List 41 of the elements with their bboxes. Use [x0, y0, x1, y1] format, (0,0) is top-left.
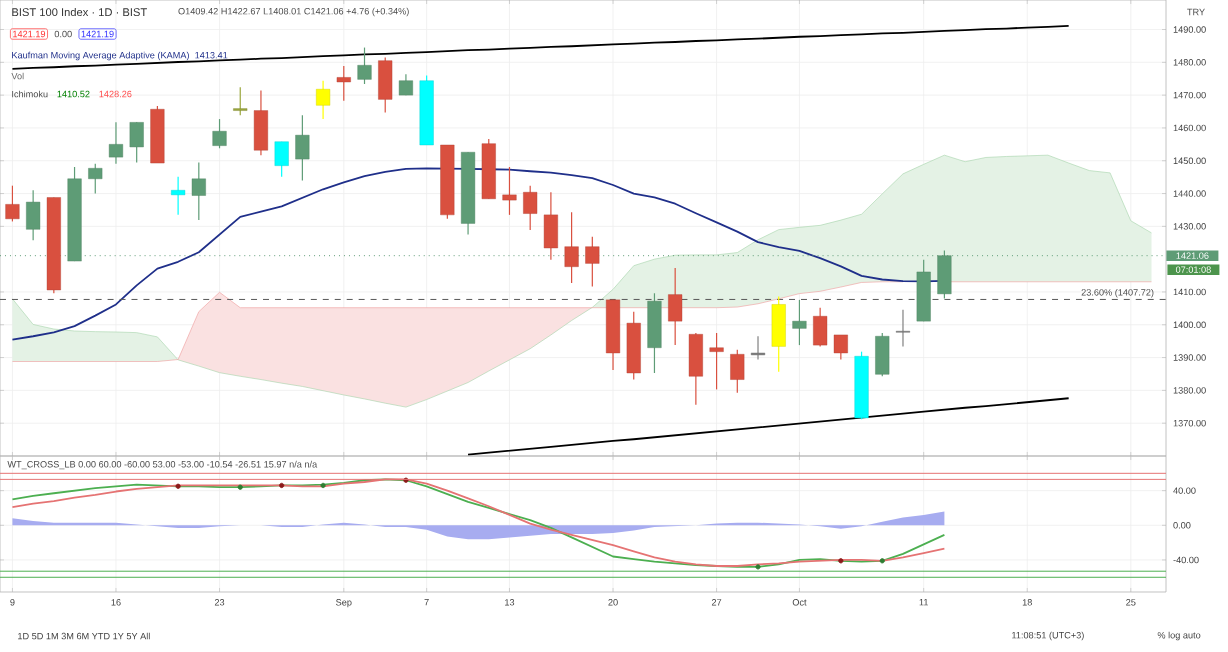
candlestick	[668, 267, 683, 346]
candlestick	[233, 86, 248, 116]
point	[838, 558, 844, 564]
candlestick	[26, 189, 41, 241]
point	[320, 482, 326, 489]
candlestick	[378, 56, 393, 114]
candlestick	[502, 166, 517, 216]
point	[279, 482, 285, 489]
candlestick	[129, 121, 144, 163]
candlestick	[647, 292, 662, 374]
candlestick	[875, 332, 890, 377]
candlestick	[750, 335, 766, 361]
point	[175, 483, 181, 489]
candlestick	[212, 118, 227, 149]
candlestick	[523, 185, 538, 231]
candlestick	[543, 191, 558, 261]
candlestick	[813, 307, 828, 348]
candlestick	[295, 114, 310, 182]
point	[755, 564, 761, 570]
candlestick	[564, 211, 579, 284]
point	[879, 558, 885, 564]
candlestick	[88, 163, 103, 195]
candlestick	[585, 236, 600, 287]
candlestick	[398, 73, 413, 96]
candlestick	[688, 332, 703, 406]
candlestick	[274, 141, 289, 178]
candlestick	[357, 46, 372, 85]
candlestick	[253, 89, 268, 156]
candlestick	[895, 309, 911, 348]
candlestick	[709, 332, 724, 390]
candlestick	[771, 295, 786, 373]
candlestick	[336, 65, 351, 102]
candlestick	[833, 334, 848, 361]
candlestick	[191, 161, 206, 221]
candlestick	[316, 80, 331, 120]
candlestick	[171, 176, 186, 216]
candlestick	[5, 185, 20, 223]
candlestick	[108, 121, 124, 165]
candlestick	[792, 299, 807, 346]
candlestick	[730, 349, 745, 394]
point	[237, 484, 243, 490]
